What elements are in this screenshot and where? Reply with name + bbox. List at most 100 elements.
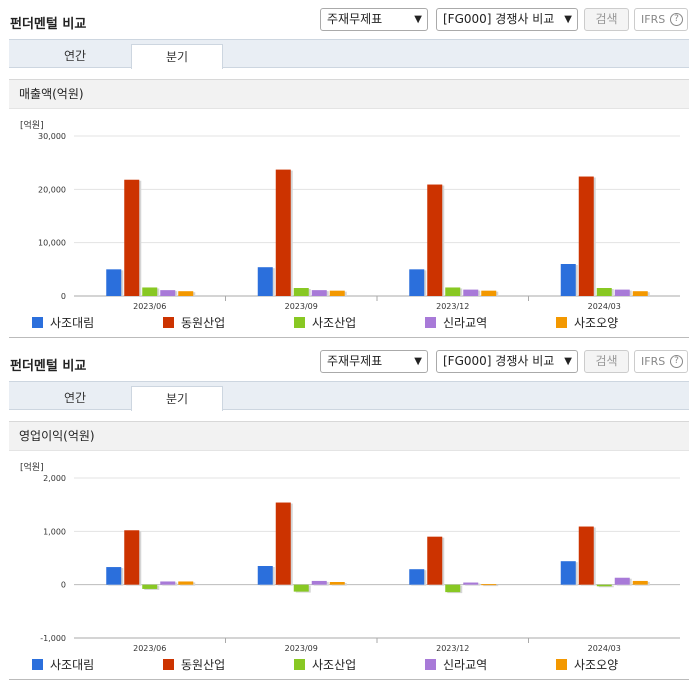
legend-swatch [163,317,174,328]
bar[interactable] [106,269,122,296]
x-tick-label: 2023/06 [133,644,166,653]
divider [9,679,689,680]
tab-annual[interactable]: 연간 [63,49,87,63]
chevron-down-icon: ▼ [414,356,422,367]
bar[interactable] [311,580,327,585]
search-button[interactable]: 검색 [584,350,629,373]
legend-item[interactable]: 신라교역 [425,314,487,331]
tab-quarterly[interactable]: 분기 [131,44,223,69]
bar[interactable] [178,581,194,585]
panel-header: 펀더멘털 비교 주재무제표 ▼ [FG000] 경쟁사 비교 ▼ 검색 IFRS… [0,0,696,32]
metric-title: 매출액(억원) [9,79,689,109]
bar[interactable] [560,264,576,296]
peer-group-select[interactable]: [FG000] 경쟁사 비교 ▼ [436,8,578,31]
legend-item[interactable]: 동원산업 [163,314,225,331]
bar[interactable] [142,584,158,589]
legend-item[interactable]: 사조오양 [556,656,618,673]
panel-header: 펀더멘털 비교 주재무제표 ▼ [FG000] 경쟁사 비교 ▼ 검색 IFRS… [0,342,696,374]
bar[interactable] [560,561,576,585]
bar[interactable] [578,526,594,585]
bar[interactable] [632,291,648,296]
period-tabs: 연간 분기 [9,381,689,411]
tab-annual[interactable]: 연간 [63,391,87,405]
bar[interactable] [614,289,630,296]
bar[interactable] [293,584,309,592]
sales-bar-chart: 0 10,000 20,000 30,000 2023/06 2023/09 2023/12… [38,132,680,311]
help-icon[interactable]: ? [670,355,683,368]
bar[interactable] [463,289,479,296]
bar[interactable] [481,290,497,296]
peer-group-value: [FG000] 경쟁사 비교 [443,354,555,368]
ifrs-badge[interactable]: IFRS ? [634,350,688,373]
legend-label: 동원산업 [181,658,226,672]
statement-type-select[interactable]: 주재무제표 ▼ [320,8,428,31]
bar[interactable] [293,288,309,296]
bar[interactable] [329,582,345,585]
x-tick-label: 2023/06 [133,302,166,311]
y-tick-label: 30,000 [38,132,66,141]
bar[interactable] [106,567,122,585]
bar[interactable] [178,291,194,296]
y-tick-label: 0 [61,292,66,301]
x-tick-label: 2023/12 [436,302,469,311]
y-tick-label: 0 [61,581,66,590]
legend-item[interactable]: 동원산업 [163,656,225,673]
legend-item[interactable]: 사조대림 [32,656,94,673]
search-button[interactable]: 검색 [584,8,629,31]
peer-group-select[interactable]: [FG000] 경쟁사 비교 ▼ [436,350,578,373]
bar[interactable] [578,176,594,296]
legend-label: 사조대림 [50,316,95,330]
unit-label: [억원] [20,463,44,473]
bar[interactable] [275,169,291,296]
ifrs-badge[interactable]: IFRS ? [634,8,688,31]
bar[interactable] [596,288,612,296]
legend-swatch [163,659,174,670]
bar[interactable] [124,530,140,585]
unit-label: [억원] [20,121,44,131]
tab-quarterly[interactable]: 분기 [131,386,223,411]
legend-item[interactable]: 신라교역 [425,656,487,673]
legend-item[interactable]: 사조산업 [294,314,356,331]
help-icon[interactable]: ? [670,13,683,26]
bar[interactable] [257,566,273,585]
bar[interactable] [463,582,479,585]
y-tick-label: -1,000 [40,634,66,643]
legend-swatch [32,659,43,670]
legend-item[interactable]: 사조대림 [32,314,94,331]
x-tick-label: 2023/12 [436,644,469,653]
bar[interactable] [160,581,176,585]
bar[interactable] [311,290,327,296]
chevron-down-icon: ▼ [414,14,422,25]
bar[interactable] [614,577,630,585]
bar[interactable] [445,287,461,296]
bar[interactable] [275,502,291,585]
legend-swatch [294,317,305,328]
fundamental-panel-operating-income: 펀더멘털 비교 주재무제표 ▼ [FG000] 경쟁사 비교 ▼ 검색 IFRS… [0,342,696,684]
legend-swatch [32,317,43,328]
bar[interactable] [596,584,612,587]
bar[interactable] [427,536,443,585]
legend-swatch [294,659,305,670]
legend-item[interactable]: 사조오양 [556,314,618,331]
bar[interactable] [160,290,176,296]
bar[interactable] [142,287,158,296]
bar-shadow [483,585,499,587]
bar[interactable] [427,184,443,296]
bar[interactable] [409,569,425,585]
bar[interactable] [481,584,497,586]
divider [9,337,689,338]
statement-type-select[interactable]: 주재무제표 ▼ [320,350,428,373]
y-tick-label: 1,000 [43,527,66,536]
fundamental-panel-sales: 펀더멘털 비교 주재무제표 ▼ [FG000] 경쟁사 비교 ▼ 검색 IFRS… [0,0,696,338]
bar[interactable] [124,179,140,296]
bar[interactable] [409,269,425,296]
legend-label: 신라교역 [443,316,488,330]
bar[interactable] [329,290,345,296]
operating-income-bar-chart: -1,000 0 1,000 2,000 2023/06 2023/09 2023/12 20… [40,474,680,653]
metric-title: 영업이익(억원) [9,421,689,451]
bar[interactable] [632,580,648,585]
legend-item[interactable]: 사조산업 [294,656,356,673]
bar[interactable] [257,267,273,296]
bar[interactable] [445,584,461,593]
legend-label: 사조산업 [312,658,357,672]
